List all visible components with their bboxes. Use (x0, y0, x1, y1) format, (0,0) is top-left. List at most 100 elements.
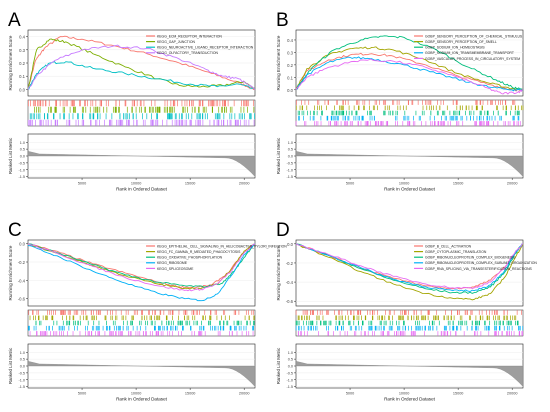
es-ytick-label: 0.2 (19, 61, 25, 66)
rank-ytick-label: -1.5 (286, 385, 293, 389)
panel-label: A (8, 10, 21, 31)
es-ytick-label: 0.1 (287, 75, 293, 80)
es-series-line (295, 243, 524, 294)
es-series-line (27, 44, 256, 90)
rank-ytick-label: -1.0 (18, 168, 25, 172)
es-ytick-label: -0.2 (18, 260, 26, 265)
rank-ytick-label: -0.5 (18, 371, 25, 375)
rank-ytick-label: 0.5 (20, 358, 25, 362)
xtick-label: 15000 (453, 392, 464, 396)
rank-ytick-label: -1.0 (18, 378, 25, 382)
rank-ylabel: Ranked List Metric (8, 137, 13, 174)
xtick-label: 5000 (346, 392, 354, 396)
legend-entry: KEGG_OXIDATIVE_PHOSPHORYLATION (157, 256, 223, 260)
xtick-label: 10000 (399, 392, 410, 396)
xtick-label: 10000 (131, 392, 142, 396)
rank-ylabel: Ranked List Metric (276, 137, 281, 174)
xtick-label: 5000 (78, 182, 86, 186)
legend-entry: KEGG_ECM_RECEPTOR_INTERACTION (157, 34, 222, 38)
es-ytick-label: -0.6 (286, 299, 294, 304)
legend-entry: KEGG_NEUROACTIVE_LIGAND_RECEPTOR_INTERAC… (157, 46, 254, 50)
es-ytick-label: 0.1 (19, 74, 25, 79)
legend-entry: KEGG_GAP_JUNCTION (157, 40, 195, 44)
panel-a: A 0.0 0.1 0.2 0.3 0.4 Running Enrichment Score… (8, 10, 256, 192)
es-series-line (27, 243, 256, 292)
legend-entry: GOBP_RNA_SPLICING_VIA_TRANSESTERIFICATIO… (425, 267, 533, 271)
rank-ytick-label: -1.0 (286, 378, 293, 382)
xtick-label: 10000 (399, 182, 410, 186)
rank-ytick-label: 0.5 (288, 148, 293, 152)
es-series-line (295, 52, 524, 92)
es-plot-frame (295, 239, 524, 307)
rank-ytick-label: -0.5 (286, 161, 293, 165)
es-series-line (27, 243, 256, 302)
legend-entry: KEGG_OLFACTORY_TRANSDUCTION (157, 51, 218, 55)
xtick-label: 15000 (453, 182, 464, 186)
xtick-label: 20000 (507, 392, 518, 396)
es-series-line (295, 56, 524, 92)
es-ylabel: Running Enrichment Score (8, 245, 13, 300)
panel-label: D (276, 220, 290, 241)
xtick-label: 20000 (239, 182, 250, 186)
es-series-line (295, 35, 524, 91)
legend-entry: GOBP_RIBONUCLEOPROTEIN_COMPLEX_SUBUNIT_O… (425, 261, 537, 265)
legend-entry: KEGG_SPLICEOSOME (157, 267, 194, 271)
rank-ytick-label: -0.5 (18, 161, 25, 165)
rank-ytick-label: 0.0 (288, 155, 293, 159)
rank-metric-area (295, 150, 524, 178)
xtick-label: 15000 (185, 392, 196, 396)
es-ylabel: Running Enrichment Score (276, 35, 281, 90)
legend-entry: KEGG_EPITHELIAL_CELL_SIGNALING_IN_HELICO… (157, 244, 287, 248)
es-ytick-label: 0.4 (19, 35, 25, 40)
rank-ytick-label: 1.0 (20, 141, 25, 145)
rank-ytick-label: 0.0 (20, 365, 25, 369)
es-ylabel: Running Enrichment Score (276, 245, 281, 300)
es-ytick-label: 0.0 (19, 242, 25, 247)
rank-ytick-label: -0.5 (286, 371, 293, 375)
es-ytick-label: -0.6 (18, 297, 26, 302)
panel-label: C (8, 220, 22, 241)
xlabel: Rank in Ordered Dataset (384, 397, 436, 402)
rank-ytick-label: 1.0 (288, 141, 293, 145)
legend-entry: GOBP_B_CELL_ACTIVATION (425, 244, 472, 248)
es-ytick-label: 0.0 (287, 242, 293, 247)
rank-ylabel: Ranked List Metric (276, 347, 281, 384)
es-series-line (27, 243, 256, 290)
xlabel: Rank in Ordered Dataset (116, 397, 168, 402)
xtick-label: 20000 (239, 392, 250, 396)
panel-b: B 0.0 0.1 0.2 0.3 0.4 Running Enrichment Score… (276, 10, 524, 192)
es-series-line (295, 243, 524, 301)
rank-ytick-label: 1.0 (288, 351, 293, 355)
es-ylabel: Running Enrichment Score (8, 35, 13, 90)
rank-ytick-label: 0.0 (288, 365, 293, 369)
xtick-label: 5000 (346, 182, 354, 186)
rank-ytick-label: -1.0 (286, 168, 293, 172)
xtick-label: 10000 (131, 182, 142, 186)
es-plot-frame (27, 239, 256, 307)
es-ytick-label: 0.0 (19, 87, 25, 92)
legend-entry: GOBP_RIBONUCLEOPROTEIN_COMPLEX_BIOGENESI… (425, 256, 516, 260)
es-series-line (27, 38, 256, 90)
legend-entry: KEGG_RIBOSOME (157, 261, 188, 265)
rank-metric-area (295, 360, 524, 388)
legend-entry: KEGG_FC_GAMMA_R_MEDIATED_PHAGOCYTOSIS (157, 250, 241, 254)
rank-metric-area (27, 360, 256, 388)
es-series-line (295, 243, 524, 292)
es-ytick-label: 0.3 (19, 48, 25, 53)
legend-entry: GOBP_CYTOPLASMIC_TRANSLATION (425, 250, 487, 254)
es-series-line (295, 58, 524, 95)
legend-entry: GOBP_SODIUM_ION_TRANSMEMBRANE_TRANSPORT (425, 51, 514, 55)
es-series-line (295, 243, 524, 289)
es-ytick-label: 0.2 (287, 63, 293, 68)
legend-entry: GOBP_SENSORY_PERCEPTION_OF_CHEMICAL_STIM… (425, 34, 523, 38)
rank-ytick-label: -1.5 (18, 175, 25, 179)
xlabel: Rank in Ordered Dataset (384, 187, 436, 192)
es-ytick-label: 0.0 (287, 88, 293, 93)
es-ytick-label: -0.4 (286, 280, 294, 285)
es-ytick-label: 0.3 (287, 50, 293, 55)
rank-ytick-label: 0.5 (20, 148, 25, 152)
rank-ytick-label: 0.0 (20, 155, 25, 159)
